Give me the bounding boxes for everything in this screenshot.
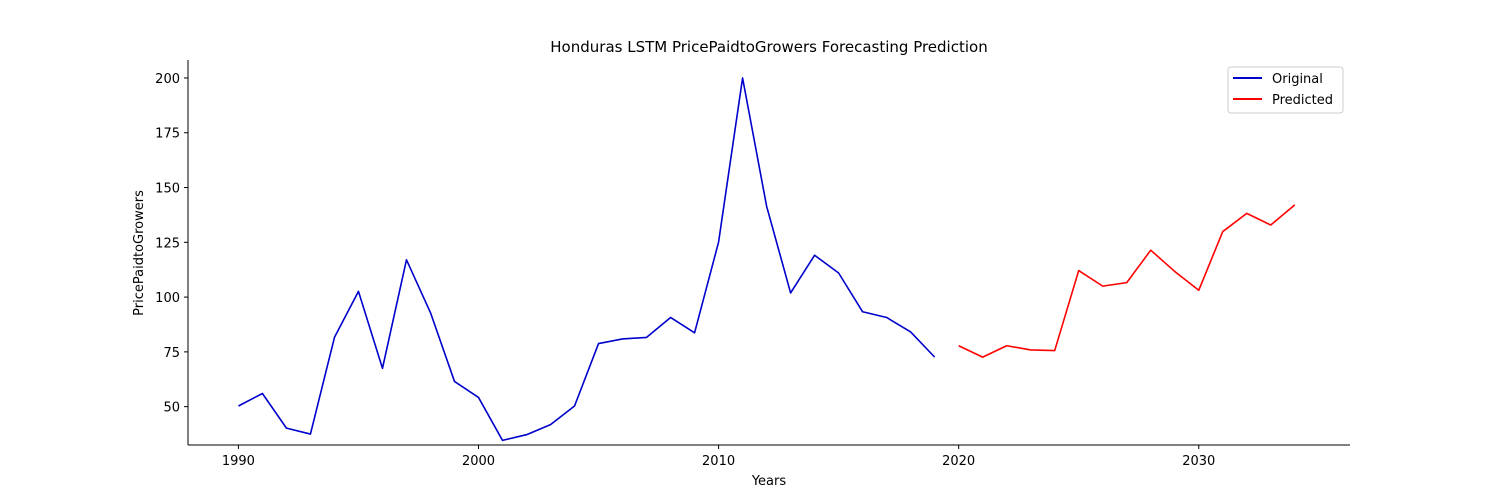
y-tick-label: 175: [155, 127, 180, 142]
legend-label-predicted: Predicted: [1272, 93, 1333, 108]
legend: Original Predicted: [1227, 66, 1344, 114]
x-tick-label: 2000: [462, 454, 495, 469]
y-tick-label: 125: [155, 236, 180, 251]
x-axis-label: Years: [751, 474, 787, 489]
y-axis-label: PricePaidtoGrowers: [132, 190, 147, 316]
y-tick-label: 75: [163, 346, 180, 361]
y-ticks: 50 75 100 125 150 175 200: [155, 72, 188, 416]
series-line-predicted: [958, 204, 1296, 358]
x-tick-label: 1990: [222, 454, 255, 469]
legend-label-original: Original: [1272, 72, 1323, 87]
y-tick-label: 100: [155, 291, 180, 306]
chart-title: Honduras LSTM PricePaidtoGrowers Forecas…: [550, 38, 987, 56]
y-tick-label: 150: [155, 182, 180, 197]
x-tick-label: 2030: [1182, 454, 1215, 469]
series-layer: [238, 77, 1296, 442]
x-ticks: 1990 2000 2010 2020 2030: [222, 445, 1215, 469]
x-tick-label: 2020: [942, 454, 975, 469]
axes-layer: [187, 60, 1350, 446]
y-tick-label: 200: [155, 72, 180, 87]
x-tick-label: 2010: [702, 454, 735, 469]
series-line-original: [238, 77, 936, 442]
y-tick-label: 50: [163, 401, 180, 416]
